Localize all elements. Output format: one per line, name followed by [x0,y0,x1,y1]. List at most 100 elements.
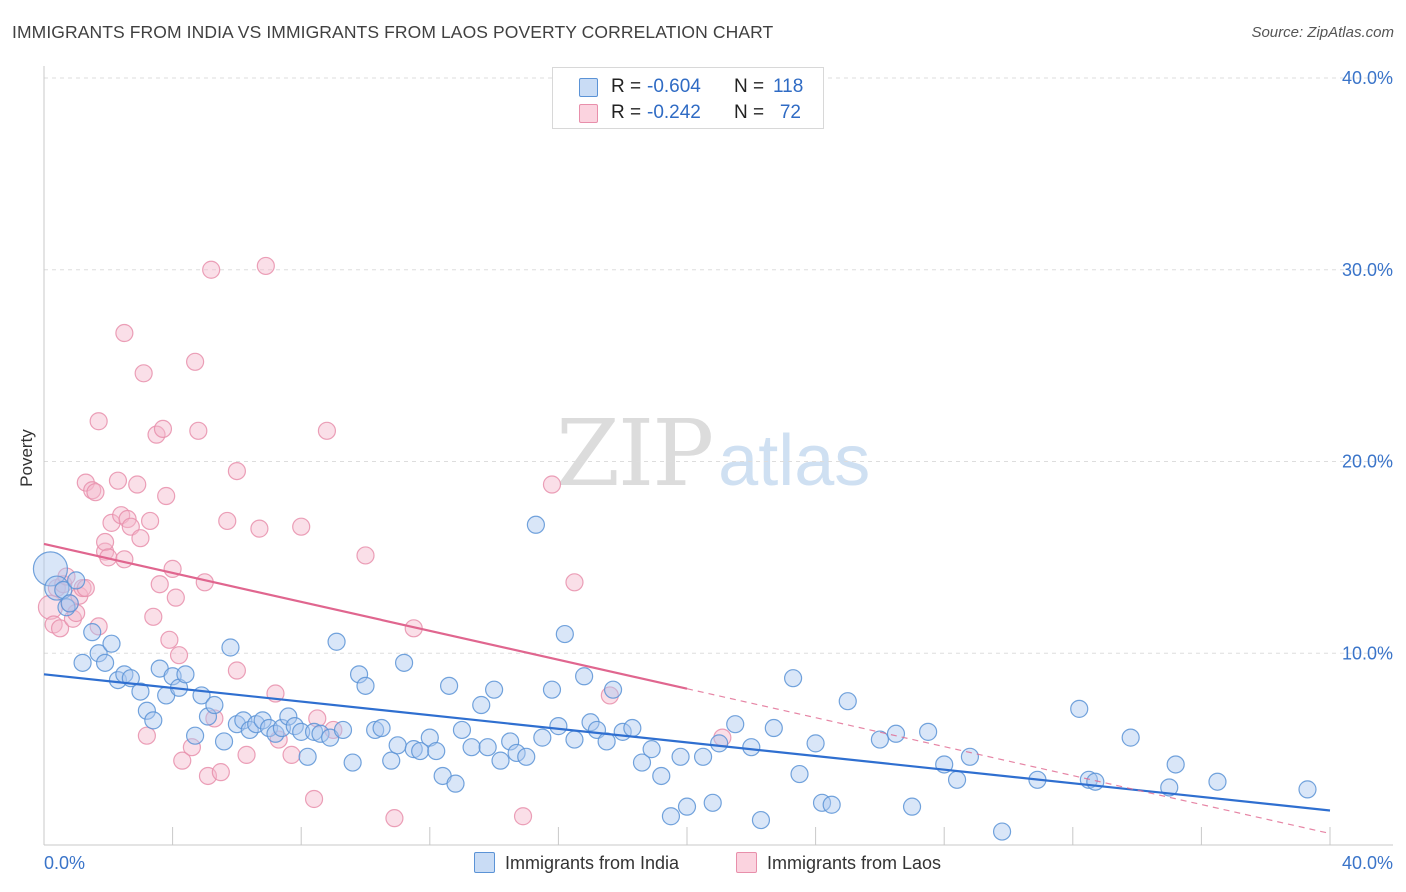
india-point [478,738,497,757]
india-point [394,653,414,672]
india-point [542,680,562,699]
india-points [32,515,1317,841]
laos-point [173,751,192,770]
trend-line [43,673,1331,812]
india-point [83,623,102,642]
india-point [327,632,346,651]
india-point [372,718,391,738]
bottom-legend-india: Immigrants from India [474,852,679,876]
india-point [366,720,385,740]
india-point [382,751,401,770]
india-point [462,738,481,757]
india-point [751,810,771,830]
laos-point [50,619,70,638]
laos-point [76,578,95,598]
india-point [198,707,218,726]
laos-point [237,745,256,764]
india-point [214,732,234,751]
legend-r-value: -0.242 [647,102,701,123]
india-point [60,594,79,613]
laos-point [227,461,246,481]
india-point [343,753,362,772]
legend-n-value: 118 [773,76,804,97]
india-point [1070,699,1089,718]
india-point [947,770,967,789]
india-point [632,753,652,772]
laos-point [169,646,189,665]
legend-swatch-laos [579,104,598,123]
india-point [304,722,324,741]
laos-point [166,588,185,607]
legend-row-laos: R = -0.242 N = 72 [553,102,823,126]
india-point [919,722,938,741]
laos-point [157,486,176,506]
legend-swatch-india [579,78,598,97]
india-point [870,730,890,749]
laos-point [256,256,275,276]
india-point [137,701,156,720]
india-point [507,743,526,763]
india-point [102,634,121,653]
legend-r-label: R = [611,102,642,123]
india-point [439,676,459,695]
india-point [404,740,423,759]
y-tick-label: 30.0% [1342,260,1393,280]
trend-layer [43,542,1331,835]
legend-n-value: 72 [779,102,801,123]
india-point [388,736,407,755]
laos-point [108,471,128,490]
laos-point [153,419,173,439]
laos-points [37,256,732,828]
legend-n-label: N = [734,76,765,97]
india-point [427,741,446,761]
india-point [517,747,536,766]
india-point [472,695,491,715]
axis-layer [43,66,1393,846]
laos-point [202,260,221,279]
legend-n-label: N = [734,102,765,123]
bottom-legend-label-india: Immigrants from India [505,853,680,873]
india-point [703,793,722,812]
laos-point [542,475,562,494]
india-point [623,718,642,738]
india-point [1086,772,1105,791]
legend-row-india: R = -0.604 N = 118 [553,76,823,100]
india-point [710,734,729,753]
y-tick-label: 40.0% [1342,68,1393,88]
india-point [677,797,697,816]
laos-point [150,575,169,594]
legend-r-label: R = [611,76,642,97]
bottom-legend-laos: Immigrants from Laos [736,852,941,876]
india-point [452,720,472,740]
bottom-legend-swatch-india [474,852,495,873]
laos-point [385,809,404,828]
india-point [279,707,298,726]
india-point [311,724,330,743]
laos-point [137,726,156,745]
india-point [95,653,115,672]
laos-point [83,481,102,500]
laos-point [205,709,224,728]
laos-point [140,511,160,531]
india-point [661,807,681,826]
india-point [292,722,311,741]
india-point [533,728,552,747]
india-point [902,797,922,816]
trend-line [43,542,688,690]
laos-point [292,517,311,536]
india-point [526,515,545,534]
stats-legend: R = -0.604 N = 118 R = -0.242 N = 72 [552,67,824,129]
india-point [186,726,205,745]
india-point [1208,772,1227,791]
laos-point [227,661,246,680]
laos-point [131,529,150,548]
laos-point [282,745,301,764]
india-point [603,680,623,699]
india-point [565,730,584,749]
laos-point [513,807,533,826]
india-point [575,667,594,686]
india-point [1160,778,1179,797]
india-point [411,741,430,761]
india-point [221,638,240,657]
